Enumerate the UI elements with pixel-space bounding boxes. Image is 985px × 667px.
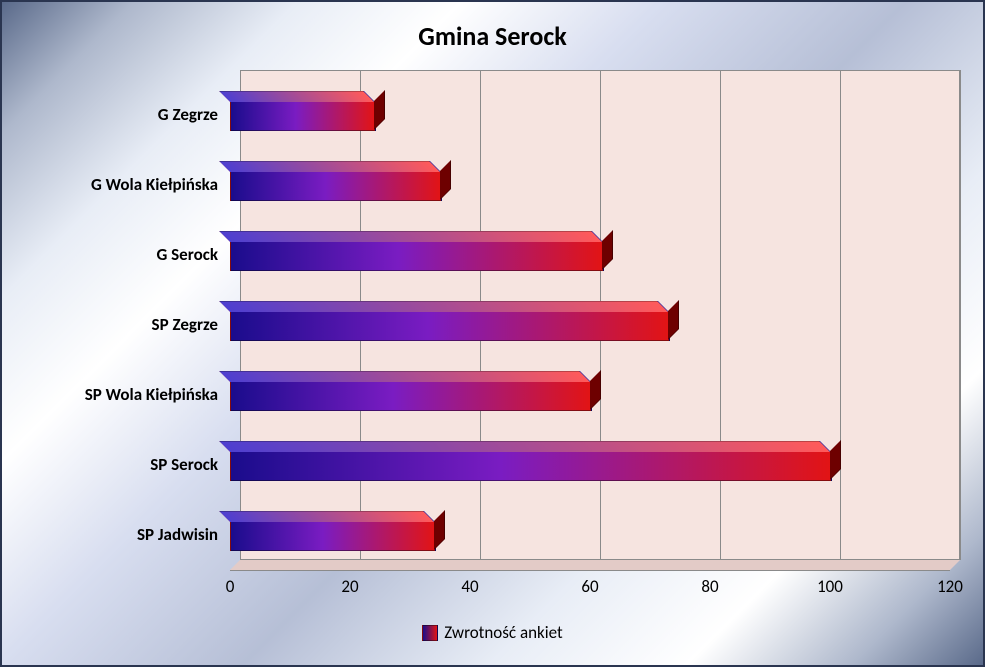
bar-top xyxy=(219,231,603,242)
xtick-label: 60 xyxy=(570,576,610,597)
bar xyxy=(230,381,592,411)
bar xyxy=(230,171,442,201)
xtick-label: 100 xyxy=(810,576,850,597)
x-axis-line xyxy=(230,570,950,571)
bar-top xyxy=(219,301,669,312)
bar xyxy=(230,451,832,481)
category-label: SP Wola Kiełpińska xyxy=(2,384,218,405)
xtick-label: 40 xyxy=(450,576,490,597)
category-label: G Zegrze xyxy=(2,104,218,125)
bar xyxy=(230,241,604,271)
bar-top xyxy=(219,511,435,522)
chart-title: Gmina Serock xyxy=(2,20,983,52)
bar-top xyxy=(219,371,591,382)
legend-label: Zwrotność ankiet xyxy=(444,622,562,643)
category-label: SP Zegrze xyxy=(2,314,218,335)
category-label: SP Jadwisin xyxy=(2,524,218,545)
xtick-label: 20 xyxy=(330,576,370,597)
category-label: G Serock xyxy=(2,244,218,265)
xtick-label: 80 xyxy=(690,576,730,597)
bar-top xyxy=(219,161,441,172)
bar xyxy=(230,101,376,131)
bar-top xyxy=(219,441,831,452)
legend: Zwrotność ankiet xyxy=(2,622,983,643)
category-label: G Wola Kiełpińska xyxy=(2,174,218,195)
xtick-label: 120 xyxy=(930,576,970,597)
legend-swatch xyxy=(422,625,438,641)
category-label: SP Serock xyxy=(2,454,218,475)
bar xyxy=(230,311,670,341)
chart-frame: Gmina Serock G Zegrze G Wola Kiełpińska G … xyxy=(0,0,985,667)
plot-floor xyxy=(230,560,960,570)
gridline xyxy=(960,70,961,560)
bar-top xyxy=(219,91,375,102)
xtick-label: 0 xyxy=(210,576,250,597)
bar xyxy=(230,521,436,551)
